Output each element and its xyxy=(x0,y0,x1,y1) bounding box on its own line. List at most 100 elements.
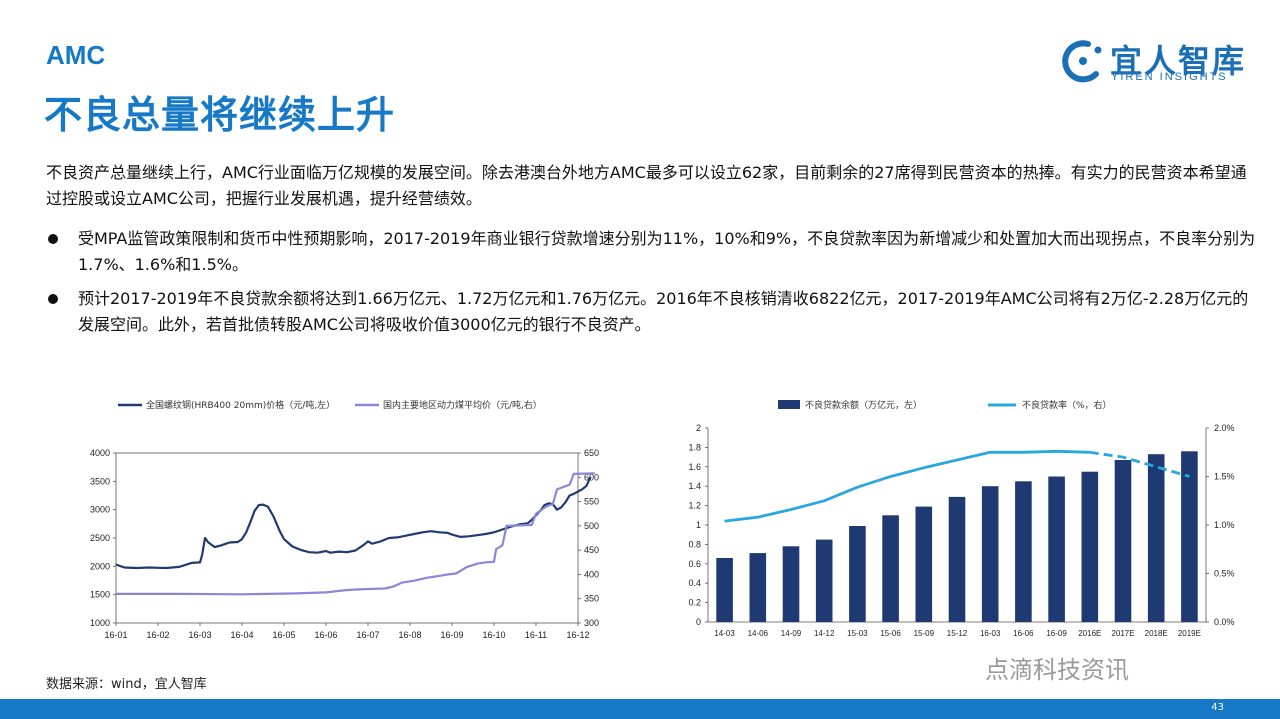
y-left-tick-label: 3500 xyxy=(90,476,110,486)
y-right-tick-label: 450 xyxy=(584,545,599,555)
x-tick-label: 16-06 xyxy=(314,630,337,640)
x-tick-label: 16-10 xyxy=(482,630,505,640)
x-tick-label: 16-01 xyxy=(104,630,127,640)
x-tick-label: 15-03 xyxy=(847,629,868,638)
legend-label-coal: 国内主要地区动力煤平均价（元/吨,右） xyxy=(383,399,542,411)
x-tick-label: 16-12 xyxy=(566,630,589,640)
bar xyxy=(1015,481,1032,622)
bullet-text: 预计2017-2019年不良贷款余额将达到1.66万亿元、1.72万亿元和1.7… xyxy=(78,289,1249,334)
x-tick-label: 2018E xyxy=(1145,629,1168,638)
y-left-tick-label: 4000 xyxy=(90,448,110,458)
x-tick-label: 16-08 xyxy=(398,630,421,640)
bar-line-chart-svg: 不良贷款余额（万亿元，左） 不良贷款率（%，右） 0 0.2 0.4 0.6 0.8 1 1.2… xyxy=(688,399,1235,638)
y-left-tick-label: 1500 xyxy=(90,590,110,600)
y-right-tick-label: 650 xyxy=(584,448,599,458)
intro-paragraph: 不良资产总量继续上行，AMC行业面临万亿规模的发展空间。除去港澳台外地方AMC最… xyxy=(46,163,1247,208)
bar xyxy=(981,486,999,622)
ratio-line-forecast xyxy=(1089,450,1190,478)
x-tick-label: 14-06 xyxy=(748,629,769,638)
y-left-tick-label: 2000 xyxy=(90,561,110,571)
y-right-tick-label: 550 xyxy=(584,497,599,507)
y-left-tick-label: 1.2 xyxy=(688,501,701,511)
y-right-tick-label: 2.0% xyxy=(1214,423,1235,433)
bar xyxy=(1048,476,1065,622)
npl-chart: 不良贷款余额（万亿元，左） 不良贷款率（%，右） 0 0.2 0.4 0.6 0.8 1 1.2… xyxy=(660,390,1260,650)
x-tick-label: 16-02 xyxy=(146,630,169,640)
y-right-tick-label: 0.5% xyxy=(1214,569,1235,579)
line-chart-svg: 全国螺纹钢(HRB400 20mm)价格（元/吨,左） 国内主要地区动力煤平均价（… xyxy=(90,399,599,640)
x-tick-label: 2019E xyxy=(1178,629,1201,638)
y-right-tick-label: 400 xyxy=(584,569,599,579)
bar xyxy=(1081,471,1099,622)
brand-logo: 宜人智库 YIREN INSIGHTS xyxy=(1058,36,1253,86)
x-tick-label: 14-03 xyxy=(714,629,735,638)
y-left-tick-label: 1000 xyxy=(90,618,110,628)
steel-coal-price-chart: 全国螺纹钢(HRB400 20mm)价格（元/吨,左） 国内主要地区动力煤平均价（… xyxy=(70,390,630,650)
legend-swatch-balance xyxy=(778,400,800,409)
series-line-coal xyxy=(116,472,595,596)
y-left-tick-label: 1.8 xyxy=(688,442,701,452)
page-number: 43 xyxy=(1211,702,1224,713)
bullet-item: 受MPA监管政策限制和货币中性预期影响，2017-2019年商业银行贷款增速分别… xyxy=(46,226,1256,278)
legend-label-steel: 全国螺纹钢(HRB400 20mm)价格（元/吨,左） xyxy=(146,399,335,411)
bullet-text: 受MPA监管政策限制和货币中性预期影响，2017-2019年商业银行贷款增速分别… xyxy=(78,229,1256,274)
x-tick-label: 2016E xyxy=(1078,629,1101,638)
x-tick-label: 16-03 xyxy=(980,629,1001,638)
x-tick-label: 2017E xyxy=(1111,629,1134,638)
y-right-tick-label: 300 xyxy=(584,618,599,628)
y-right-tick-label: 350 xyxy=(584,594,599,604)
x-tick-label: 15-06 xyxy=(880,629,901,638)
x-tick-label: 16-05 xyxy=(272,630,295,640)
bar xyxy=(716,558,733,622)
y-left-tick-label: 0.4 xyxy=(688,578,701,588)
data-source: 数据来源：wind，宜人智库 xyxy=(46,677,207,692)
y-left-tick-label: 2 xyxy=(696,423,701,433)
bar xyxy=(882,515,899,622)
y-right-tick-label: 1.0% xyxy=(1214,520,1235,530)
legend-label-ratio: 不良贷款率（%，右） xyxy=(1022,399,1112,411)
x-tick-label: 16-03 xyxy=(188,630,211,640)
x-tick-label: 15-09 xyxy=(914,629,935,638)
bullet-dot-icon xyxy=(48,234,58,244)
series-line-steel xyxy=(115,476,592,570)
y-right-tick-label: 0.0% xyxy=(1214,617,1235,627)
bar xyxy=(1114,460,1132,622)
x-tick-label: 16-07 xyxy=(356,630,379,640)
y-right-tick-label: 1.5% xyxy=(1214,472,1235,482)
x-tick-label: 16-04 xyxy=(230,630,253,640)
x-tick-label: 16-11 xyxy=(525,630,547,640)
bar xyxy=(815,539,833,622)
y-left-tick-label: 0.8 xyxy=(688,539,701,549)
y-left-tick-label: 3000 xyxy=(90,505,110,515)
x-tick-label: 16-09 xyxy=(440,630,463,640)
bar xyxy=(749,553,767,622)
logo-text-cn: 宜人智库 xyxy=(1110,42,1247,80)
bar xyxy=(849,526,866,622)
footer-bar xyxy=(0,699,1280,719)
x-tick-label: 16-09 xyxy=(1046,629,1067,638)
bar xyxy=(782,546,800,622)
y-left-tick-label: 0.2 xyxy=(688,598,701,608)
bar xyxy=(948,496,966,622)
x-tick-label: 14-12 xyxy=(814,629,835,638)
y-left-tick-label: 1.4 xyxy=(688,481,701,491)
page-title: 不良总量将继续上升 xyxy=(44,93,396,137)
section-label: AMC xyxy=(46,40,106,70)
y-right-tick-label: 500 xyxy=(584,521,599,531)
y-left-tick-label: 0 xyxy=(696,617,701,627)
x-tick-label: 15-12 xyxy=(947,629,968,638)
y-left-tick-label: 1.6 xyxy=(688,462,701,472)
y-left-tick-label: 0.6 xyxy=(688,559,701,569)
y-left-tick-label: 1 xyxy=(696,520,701,530)
bar xyxy=(915,506,933,622)
plot-frame xyxy=(115,452,579,624)
bar xyxy=(1181,451,1198,622)
ratio-line-actual xyxy=(724,449,1090,523)
logo-mark-icon xyxy=(1062,40,1102,83)
watermark-text: 点滴科技资讯 xyxy=(985,656,1129,684)
y-left-tick-label: 2500 xyxy=(90,533,110,543)
x-tick-label: 14-09 xyxy=(781,629,802,638)
bullet-dot-icon xyxy=(48,294,58,304)
bar xyxy=(1147,454,1165,622)
logo-text-en: YIREN INSIGHTS xyxy=(1111,71,1228,83)
